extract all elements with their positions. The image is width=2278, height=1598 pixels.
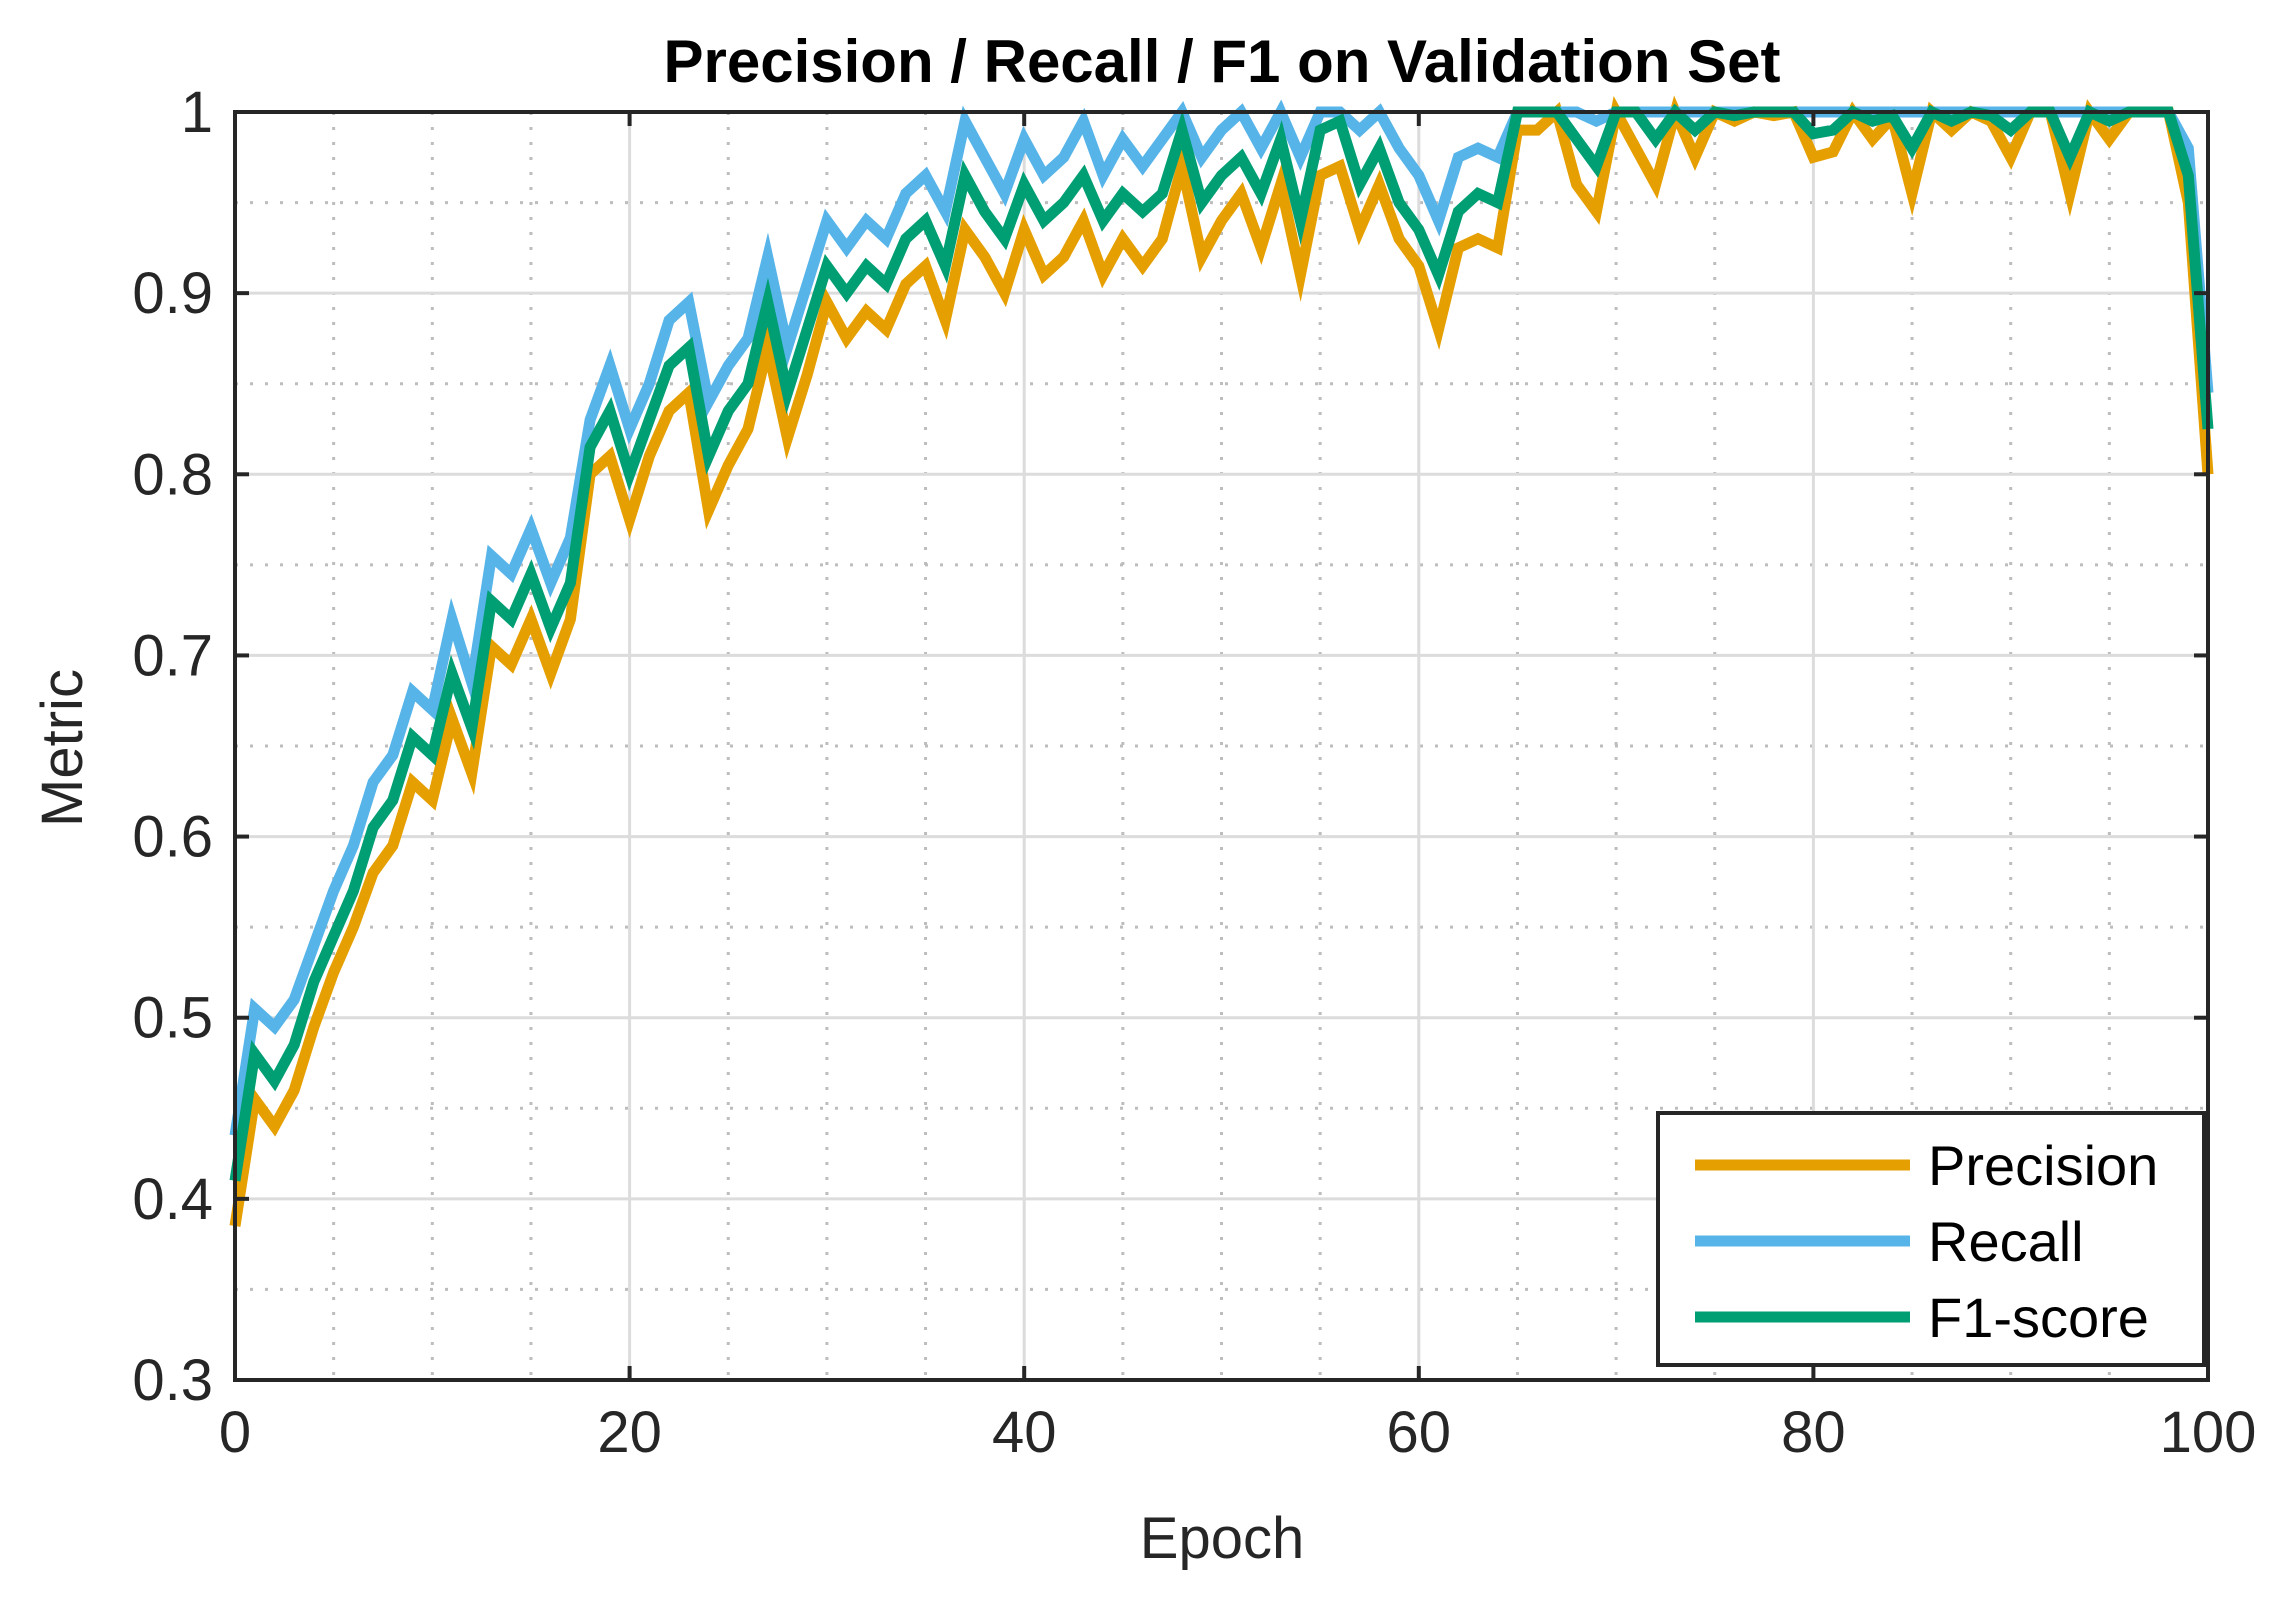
y-tick-label: 0.9 — [132, 261, 213, 326]
chart-title: Precision / Recall / F1 on Validation Se… — [663, 28, 1780, 95]
y-tick-label: 1 — [181, 80, 213, 145]
x-tick-labels: 0 20 40 60 80 100 — [219, 1400, 2257, 1465]
y-tick-label: 0.4 — [132, 1167, 213, 1232]
legend-label-recall: Recall — [1928, 1210, 2084, 1273]
y-axis-label: Metric — [30, 669, 95, 827]
x-axis-label: Epoch — [1140, 1506, 1304, 1571]
plot-area-border — [233, 110, 2210, 1382]
y-tick-label: 0.3 — [132, 1348, 213, 1413]
y-tick-labels: 0.3 0.4 0.5 0.6 0.7 0.8 0.9 1 — [132, 80, 213, 1413]
x-tick-label: 40 — [992, 1400, 1057, 1465]
legend-label-precision: Precision — [1928, 1134, 2158, 1197]
x-tick-label: 60 — [1387, 1400, 1452, 1465]
y-tick-label: 0.6 — [132, 805, 213, 870]
y-tick-label: 0.5 — [132, 986, 213, 1051]
series-line-f1-score — [229, 103, 2214, 1182]
y-tick-label: 0.8 — [132, 442, 213, 507]
x-tick-label: 80 — [1781, 1400, 1846, 1465]
x-tick-label: 100 — [2160, 1400, 2257, 1465]
axes-frame — [233, 110, 2210, 1382]
x-tick-label: 0 — [219, 1400, 251, 1465]
legend-label-f1-score: F1-score — [1928, 1286, 2149, 1349]
legend: Precision Recall F1-score — [1656, 1111, 2206, 1367]
y-tick-label: 0.7 — [132, 623, 213, 688]
x-tick-label: 20 — [597, 1400, 662, 1465]
minor-grid — [235, 112, 2208, 1380]
series-line-precision — [229, 95, 2214, 1227]
